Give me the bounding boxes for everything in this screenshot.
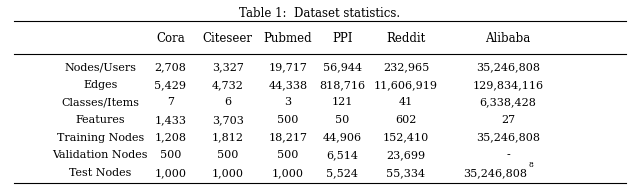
- Text: Test Nodes: Test Nodes: [69, 168, 131, 178]
- Text: 44,338: 44,338: [269, 80, 308, 90]
- Text: PPI: PPI: [332, 32, 353, 45]
- Text: 1,000: 1,000: [272, 168, 304, 178]
- Text: 7: 7: [167, 97, 173, 107]
- Text: 3,327: 3,327: [212, 62, 244, 72]
- Text: 6,514: 6,514: [326, 150, 358, 160]
- Text: Validation Nodes: Validation Nodes: [52, 150, 148, 160]
- Text: 129,834,116: 129,834,116: [472, 80, 543, 90]
- Text: Nodes/Users: Nodes/Users: [64, 62, 136, 72]
- Text: 121: 121: [332, 97, 353, 107]
- Text: -: -: [506, 150, 510, 160]
- Text: Training Nodes: Training Nodes: [56, 133, 144, 143]
- Text: 41: 41: [399, 97, 413, 107]
- Text: 4,732: 4,732: [212, 80, 244, 90]
- Text: 232,965: 232,965: [383, 62, 429, 72]
- Text: 1,000: 1,000: [212, 168, 244, 178]
- Text: 500: 500: [278, 115, 299, 125]
- Text: 5,429: 5,429: [154, 80, 186, 90]
- Text: 27: 27: [501, 115, 515, 125]
- Text: 1,812: 1,812: [212, 133, 244, 143]
- Text: 1,208: 1,208: [154, 133, 186, 143]
- Text: Cora: Cora: [156, 32, 184, 45]
- Text: 500: 500: [159, 150, 181, 160]
- Text: 23,699: 23,699: [387, 150, 426, 160]
- Text: 6: 6: [224, 97, 231, 107]
- Text: 35,246,808: 35,246,808: [476, 62, 540, 72]
- Text: 818,716: 818,716: [319, 80, 365, 90]
- Text: 3,703: 3,703: [212, 115, 244, 125]
- Text: Classes/Items: Classes/Items: [61, 97, 139, 107]
- Text: 35,246,808: 35,246,808: [476, 133, 540, 143]
- Text: Table 1:  Dataset statistics.: Table 1: Dataset statistics.: [239, 7, 401, 20]
- Text: 602: 602: [396, 115, 417, 125]
- Text: 500: 500: [278, 150, 299, 160]
- Text: 19,717: 19,717: [269, 62, 308, 72]
- Text: 152,410: 152,410: [383, 133, 429, 143]
- Text: Reddit: Reddit: [387, 32, 426, 45]
- Text: 500: 500: [217, 150, 238, 160]
- Text: Features: Features: [76, 115, 125, 125]
- Text: 6,338,428: 6,338,428: [479, 97, 536, 107]
- Text: 35,246,808: 35,246,808: [463, 168, 527, 178]
- Text: 5,524: 5,524: [326, 168, 358, 178]
- Text: 11,606,919: 11,606,919: [374, 80, 438, 90]
- Text: Edges: Edges: [83, 80, 117, 90]
- Text: Citeseer: Citeseer: [203, 32, 253, 45]
- Text: 50: 50: [335, 115, 349, 125]
- Text: Alibaba: Alibaba: [485, 32, 531, 45]
- Text: 3: 3: [285, 97, 292, 107]
- Text: Pubmed: Pubmed: [264, 32, 312, 45]
- Text: 1,433: 1,433: [154, 115, 186, 125]
- Text: 55,334: 55,334: [387, 168, 426, 178]
- Text: 18,217: 18,217: [269, 133, 308, 143]
- Text: 44,906: 44,906: [323, 133, 362, 143]
- Text: 8: 8: [529, 161, 533, 169]
- Text: 1,000: 1,000: [154, 168, 186, 178]
- Text: 2,708: 2,708: [154, 62, 186, 72]
- Text: 56,944: 56,944: [323, 62, 362, 72]
